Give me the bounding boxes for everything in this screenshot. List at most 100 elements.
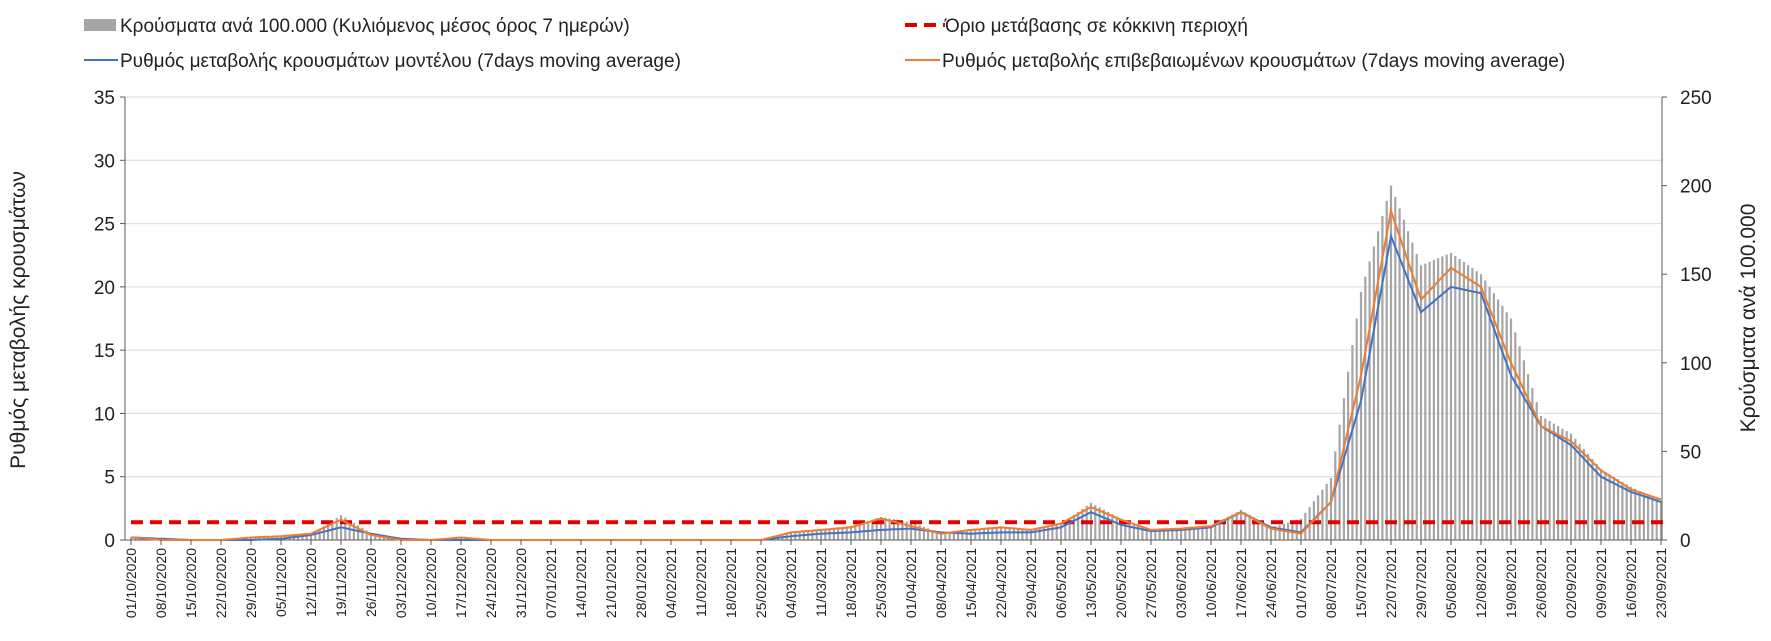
bar (961, 530, 964, 540)
bar (1222, 519, 1225, 540)
bar (1569, 433, 1573, 540)
x-tick-label: 20/05/2021 (1113, 548, 1129, 618)
bar (931, 529, 934, 540)
bar (1017, 528, 1020, 540)
legend-label-bars: Κρούσματα ανά 100.000 (Κυλιόμενος μέσος … (120, 16, 630, 37)
bar (1115, 516, 1118, 540)
bar (1441, 256, 1444, 540)
bar (1261, 522, 1264, 540)
bar (357, 525, 360, 540)
bar (1437, 258, 1440, 540)
bar (1591, 459, 1594, 540)
bar (1269, 527, 1273, 540)
bar (1638, 490, 1641, 540)
bar (1342, 398, 1345, 540)
y-right-axis-title: Κρούσματα ανά 100.000 (1737, 204, 1760, 433)
bar (1501, 305, 1504, 540)
bar (1368, 261, 1371, 540)
bar (1629, 486, 1633, 540)
x-tick-label: 15/07/2021 (1353, 548, 1369, 618)
bar (1021, 528, 1024, 540)
bar (1317, 495, 1320, 540)
x-tick-label: 01/07/2021 (1293, 548, 1309, 618)
y-left-axis-title: Ρυθμός μεταβολής κρουσμάτων (7, 171, 30, 469)
legend: Κρούσματα ανά 100.000 (Κυλιόμενος μέσος … (84, 16, 1565, 72)
x-tick-label: 17/06/2021 (1233, 548, 1249, 618)
bar (1351, 345, 1354, 540)
bar (301, 534, 304, 540)
bar (1038, 527, 1041, 540)
bar (1209, 525, 1213, 540)
y-right-tick-label: 250 (1680, 88, 1712, 109)
x-tick-label: 24/06/2021 (1263, 548, 1279, 618)
bar (1012, 528, 1015, 540)
bar (918, 525, 921, 540)
x-tick-label: 08/04/2021 (933, 548, 949, 618)
bar (1154, 529, 1157, 540)
bar (1518, 346, 1521, 540)
bar (1359, 291, 1363, 540)
x-tick-label: 22/10/2020 (213, 548, 229, 618)
bar (1132, 523, 1135, 540)
bar (1604, 471, 1607, 540)
bar (1471, 268, 1474, 540)
bar (1449, 252, 1453, 540)
x-tick-label: 05/11/2020 (273, 548, 289, 617)
bar (1574, 438, 1577, 540)
bar (875, 518, 878, 540)
bar (1102, 509, 1105, 540)
bar (901, 520, 904, 540)
bar (927, 528, 930, 540)
bar (1544, 418, 1547, 540)
bar (905, 521, 908, 540)
legend-swatch-bars (84, 19, 116, 31)
x-tick-label: 03/12/2020 (393, 548, 409, 618)
bar (327, 523, 330, 540)
bar (965, 529, 968, 540)
x-tick-label: 22/07/2021 (1383, 548, 1399, 618)
bar (1162, 528, 1165, 540)
x-tick-label: 19/08/2021 (1503, 548, 1519, 618)
bar (1381, 216, 1384, 540)
bar (1608, 474, 1611, 540)
bar (879, 517, 883, 540)
bar (1042, 527, 1045, 540)
bar (305, 534, 308, 540)
y-left-tick-label: 30 (94, 151, 115, 172)
bar (1081, 508, 1084, 540)
y-right-ticks: 0 50 100 150 200 250 (1662, 88, 1712, 552)
bar (1655, 499, 1658, 540)
x-tick-label: 29/04/2021 (1023, 548, 1039, 618)
y-right-tick-label: 150 (1680, 265, 1712, 286)
bar (1192, 526, 1195, 540)
bar (1111, 514, 1114, 540)
bar (1561, 428, 1564, 540)
x-tick-label: 15/10/2020 (183, 548, 199, 618)
x-tick-label: 01/10/2020 (123, 548, 139, 618)
x-tick-label: 25/02/2021 (753, 548, 769, 618)
x-tick-label: 08/07/2021 (1323, 548, 1339, 618)
bar (1389, 185, 1393, 540)
bar (1257, 520, 1260, 540)
bar (1179, 527, 1183, 540)
bar (1467, 265, 1470, 540)
line-confirmed (130, 206, 1662, 541)
bar (1535, 402, 1538, 540)
bar (1004, 527, 1007, 540)
bar (987, 528, 990, 540)
bar (1265, 525, 1268, 540)
bar (935, 531, 938, 540)
bar (1531, 388, 1534, 540)
bar (1497, 299, 1500, 540)
x-tick-label: 12/08/2021 (1473, 548, 1489, 618)
bar (1651, 497, 1654, 540)
bar (1582, 448, 1585, 540)
x-tick-label: 27/05/2021 (1143, 548, 1159, 618)
bar (1145, 527, 1148, 540)
bar (1625, 484, 1628, 540)
x-ticks: 01/10/2020 08/10/2020 15/10/2020 22/10/2020… (123, 540, 1669, 618)
x-tick-label: 18/02/2021 (723, 548, 739, 618)
bar (1419, 265, 1423, 540)
bar (1445, 254, 1448, 540)
